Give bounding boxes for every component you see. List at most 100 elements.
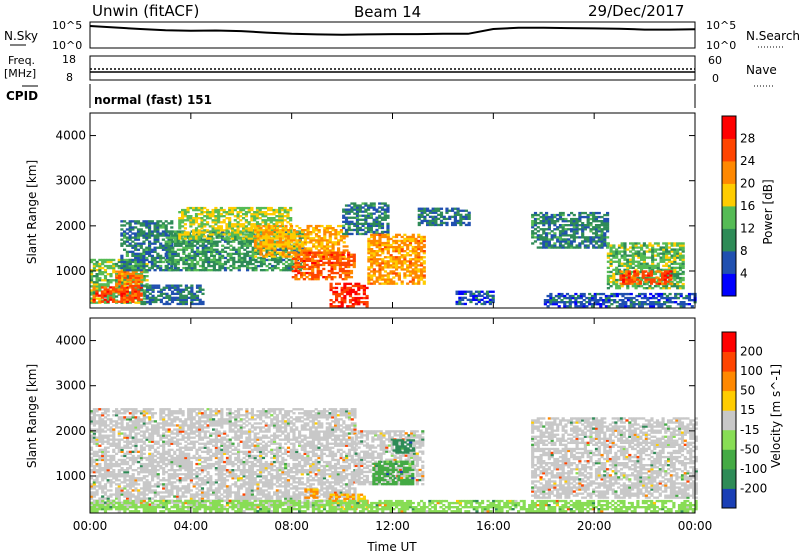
- power-gate: [627, 282, 631, 285]
- power-gate: [161, 256, 165, 260]
- power-gate: [206, 221, 210, 224]
- power-gate: [265, 258, 269, 262]
- velocity-gate: [109, 456, 113, 460]
- power-gate: [134, 222, 138, 225]
- power-gate: [459, 221, 463, 225]
- power-gate: [142, 277, 146, 280]
- power-gate: [295, 231, 299, 234]
- velocity-gate: [101, 448, 105, 452]
- power-gate: [170, 284, 175, 287]
- power-gate: [581, 215, 585, 219]
- power-gate: [564, 224, 568, 227]
- power-gate: [134, 262, 138, 266]
- power-gate: [549, 294, 553, 298]
- power-gate: [629, 301, 633, 304]
- power-gate: [109, 258, 113, 262]
- power-gate: [542, 213, 546, 217]
- power-gate: [362, 296, 366, 300]
- power-gate: [539, 215, 543, 219]
- power-gate: [312, 253, 316, 256]
- power-gate: [312, 227, 316, 230]
- power-gate: [198, 269, 203, 272]
- power-gate: [264, 211, 268, 214]
- power-gate: [372, 239, 376, 243]
- power-gate: [665, 252, 669, 255]
- power-gate: [284, 227, 288, 230]
- power-gate: [631, 260, 635, 263]
- power-gate: [381, 266, 385, 269]
- power-gate: [134, 266, 138, 270]
- power-gate: [123, 284, 127, 288]
- power-gate: [442, 215, 446, 219]
- power-gate: [428, 219, 432, 223]
- power-gate: [123, 260, 127, 264]
- power-gate: [343, 286, 347, 290]
- power-gate: [201, 252, 205, 256]
- power-gate: [255, 206, 260, 210]
- power-gate: [328, 231, 332, 234]
- power-gate: [103, 260, 108, 264]
- power-gate: [137, 284, 141, 288]
- power-gate: [583, 236, 587, 239]
- power-gate: [378, 202, 382, 205]
- power-gate: [271, 256, 275, 260]
- power-gate: [309, 241, 313, 244]
- power-gate: [289, 245, 294, 248]
- power-gate: [187, 242, 191, 245]
- power-gate: [395, 245, 399, 249]
- power-gate: [678, 278, 683, 282]
- power-gate: [255, 211, 260, 214]
- power-gate: [615, 282, 619, 286]
- velocity-gate: [115, 473, 119, 476]
- velocity-gate: [92, 491, 96, 494]
- power-gate: [128, 228, 132, 231]
- power-gate: [240, 256, 244, 260]
- power-gate: [161, 234, 165, 237]
- power-gate: [211, 219, 215, 222]
- power-gate: [236, 233, 240, 236]
- power-gate: [386, 256, 390, 259]
- power-gate: [627, 280, 631, 283]
- power-gate: [250, 219, 254, 222]
- power-gate: [234, 266, 239, 270]
- power-gate: [670, 256, 674, 259]
- power-gate: [131, 250, 135, 254]
- power-gate: [259, 269, 264, 272]
- power-gate: [173, 250, 178, 254]
- power-gate: [103, 279, 108, 282]
- power-gate: [422, 280, 426, 283]
- power-gate: [128, 264, 132, 268]
- power-gate: [347, 212, 351, 215]
- power-gate: [676, 303, 680, 306]
- power-gate: [236, 217, 240, 220]
- power-gate: [585, 296, 589, 300]
- power-gate: [662, 256, 666, 259]
- power-gate: [243, 264, 247, 268]
- power-gate: [654, 296, 658, 300]
- power-gate: [218, 269, 222, 272]
- power-gate: [170, 298, 175, 302]
- power-gate: [128, 281, 132, 284]
- power-gate: [577, 296, 581, 300]
- power-gate: [262, 224, 266, 228]
- power-gate: [179, 284, 183, 287]
- power-gate: [383, 245, 388, 249]
- velocity-gate: [92, 422, 96, 425]
- velocity-gate: [101, 497, 105, 500]
- power-gate: [593, 299, 597, 302]
- power-gate: [190, 266, 194, 270]
- power-gate: [201, 302, 205, 306]
- power-gate: [283, 219, 287, 222]
- power-gate: [633, 272, 637, 275]
- power-gate: [327, 261, 331, 265]
- power-gate: [148, 234, 152, 237]
- power-gate: [594, 215, 599, 219]
- power-gate: [215, 252, 219, 256]
- power-gate: [423, 217, 427, 221]
- power-gate: [253, 243, 258, 246]
- power-gate: [162, 296, 166, 300]
- power-gate: [422, 245, 426, 249]
- power-gate: [411, 248, 415, 251]
- power-gate: [545, 238, 549, 241]
- power-gate: [662, 260, 666, 263]
